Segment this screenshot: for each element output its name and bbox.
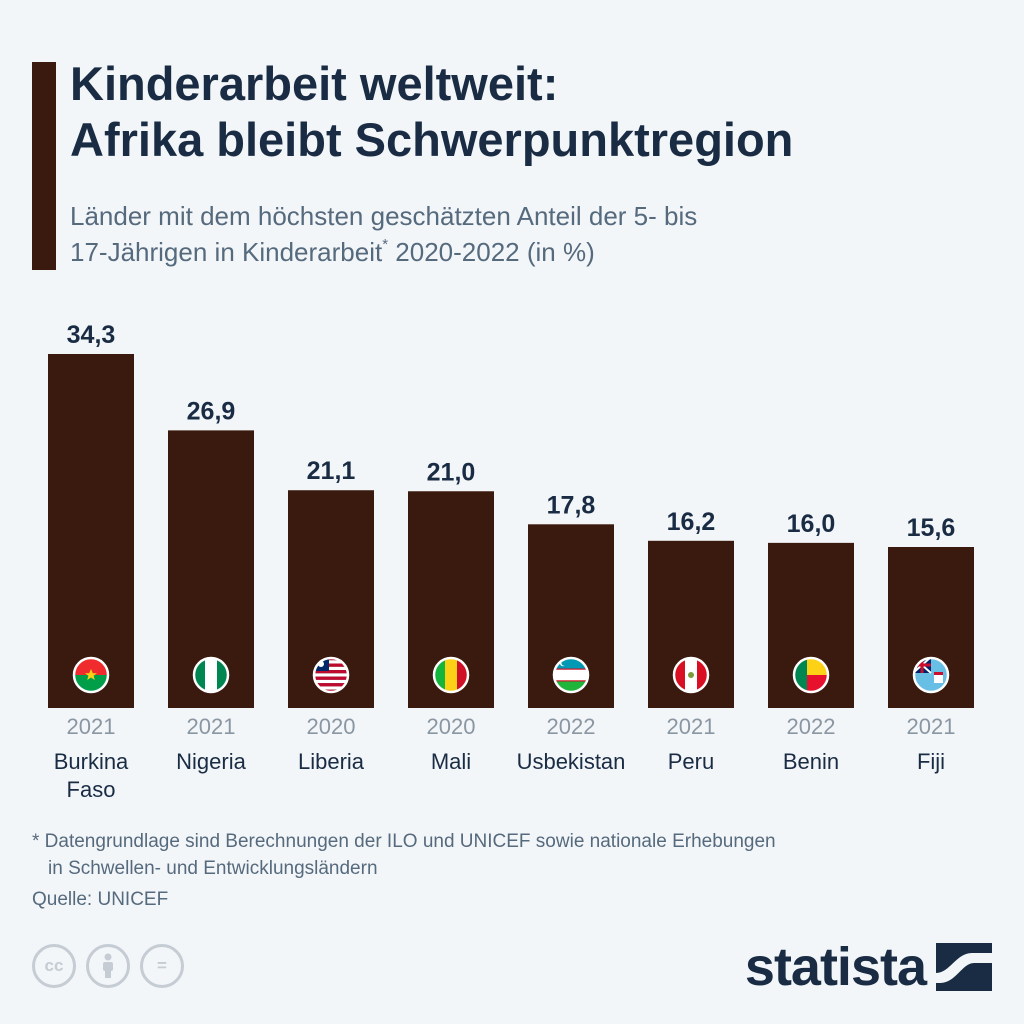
bar (48, 354, 134, 708)
year-label: 2021 (187, 714, 236, 739)
subtitle-line-2b: 2020-2022 (in %) (388, 237, 595, 267)
no-derivatives-icon-label: = (157, 956, 167, 975)
benin-flag-icon (792, 656, 830, 694)
category-label: Faso (67, 777, 116, 802)
category-label: Peru (668, 749, 714, 774)
person-glyph-icon (103, 953, 113, 978)
nigeria-flag-icon (192, 656, 230, 694)
year-label: 2020 (427, 714, 476, 739)
bar-group: 34,3 2021 Burkina Faso (48, 321, 134, 802)
value-label: 16,0 (787, 510, 836, 538)
burkina-faso-flag-icon (72, 656, 110, 694)
value-label: 26,9 (187, 397, 236, 425)
statista-logo-icon (936, 943, 992, 991)
bar-group: 26,9 2021 Nigeria (168, 397, 254, 774)
value-label: 15,6 (907, 514, 956, 542)
title-accent-bar (32, 62, 56, 270)
bar-group: 16,2 2021 Peru (648, 508, 734, 774)
category-label: Burkina (54, 749, 129, 774)
year-label: 2022 (787, 714, 836, 739)
bar-group: 21,1 2020 Liberia (288, 457, 374, 774)
year-label: 2022 (547, 714, 596, 739)
value-label: 34,3 (67, 321, 116, 349)
value-label: 21,0 (427, 458, 476, 486)
value-label: 21,1 (307, 457, 356, 485)
attribution-icon[interactable] (86, 944, 130, 988)
bar-chart: 34,3 2021 Burkina Faso 26,9 2021 Nigeria 21,1 20… (48, 321, 974, 802)
category-label: Liberia (298, 749, 365, 774)
liberia-flag-icon (312, 656, 350, 694)
license-icons: cc = (32, 944, 184, 988)
bar-group: 21,0 2020 Mali (408, 458, 494, 774)
footnote: * Datengrundlage sind Berechnungen der I… (32, 828, 776, 882)
category-label: Usbekistan (517, 749, 626, 774)
year-label: 2021 (907, 714, 956, 739)
source-note: Quelle: UNICEF (32, 889, 169, 910)
mali-flag-icon (432, 656, 470, 694)
subtitle-footnote-marker: * (382, 236, 389, 254)
chart-subtitle: Länder mit dem höchsten geschätzten Ante… (70, 198, 970, 270)
no-derivatives-icon[interactable]: = (140, 944, 184, 988)
title-line-2: Afrika bleibt Schwerpunktregion (70, 113, 794, 166)
year-label: 2021 (67, 714, 116, 739)
value-label: 17,8 (547, 491, 596, 519)
statista-logo[interactable]: statista (745, 936, 992, 998)
page-title: Kinderarbeit weltweit: Afrika bleibt Sch… (70, 56, 793, 168)
subtitle-line-2a: 17-Jährigen in Kinderarbeit (70, 237, 383, 267)
year-label: 2021 (667, 714, 716, 739)
cc-icon-label: cc (44, 956, 64, 975)
peru-flag-icon (672, 656, 710, 694)
category-label: Fiji (917, 749, 945, 774)
category-label: Nigeria (176, 749, 246, 774)
fiji-flag-icon (912, 656, 950, 694)
brand-name: statista (744, 937, 927, 997)
bar-group: 17,8 2022 Usbekistan (517, 491, 626, 774)
footnote-line-2: in Schwellen- und Entwicklungsländern (48, 858, 378, 879)
category-label: Mali (431, 749, 471, 774)
uzbekistan-flag-icon (552, 656, 590, 694)
value-label: 16,2 (667, 508, 716, 536)
footnote-line-1: * Datengrundlage sind Berechnungen der I… (32, 831, 776, 852)
category-label: Benin (783, 749, 839, 774)
bar-group: 16,0 2022 Benin (768, 510, 854, 774)
year-label: 2020 (307, 714, 356, 739)
cc-icon[interactable]: cc (32, 944, 76, 988)
subtitle-line-1: Länder mit dem höchsten geschätzten Ante… (70, 201, 698, 231)
bar-group: 15,6 2021 Fiji (888, 514, 974, 774)
title-line-1: Kinderarbeit weltweit: (70, 57, 559, 110)
